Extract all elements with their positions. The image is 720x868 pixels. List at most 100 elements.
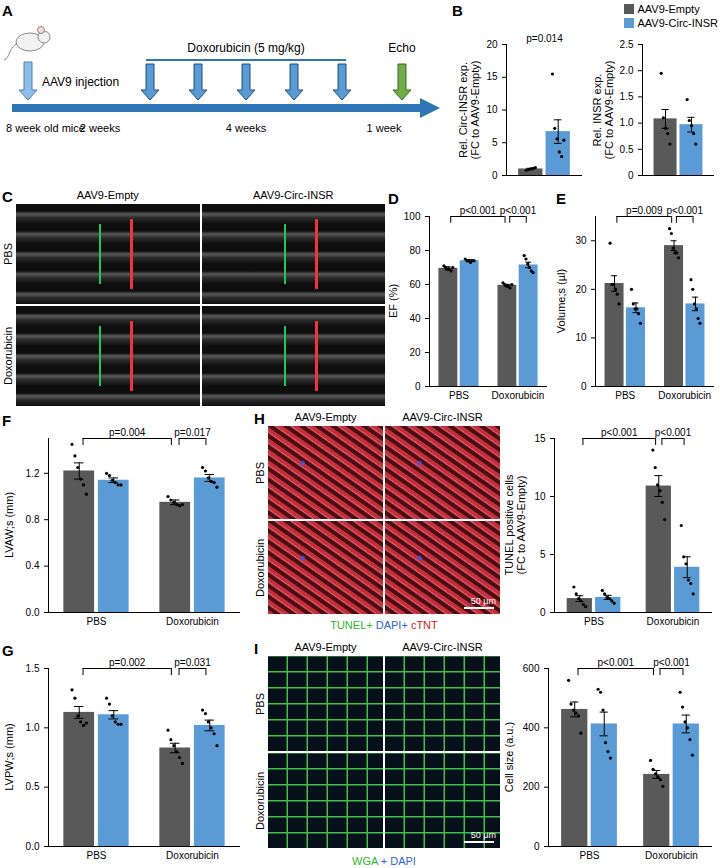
svg-text:PBS: PBS [615, 390, 635, 401]
html-text:PBS: PBS [254, 692, 266, 715]
svg-text:5: 5 [540, 549, 546, 560]
svg-text:p<0.001: p<0.001 [500, 205, 537, 216]
svg-text:Doxorubicin: Doxorubicin [166, 616, 219, 627]
svg-text:PBS: PBS [86, 616, 106, 627]
svg-text:p=0.002: p=0.002 [109, 657, 146, 668]
html-text:WGA + DAPI: WGA + DAPI [352, 855, 416, 867]
html-text:TUNEL positive cells (FC to AA: TUNEL positive cells (FC to AAV9-Empty) [503, 474, 527, 576]
svg-text:PBS: PBS [449, 390, 469, 401]
svg-text:p<0.001: p<0.001 [598, 657, 635, 668]
svg-text:Doxorubicin (5 mg/kg): Doxorubicin (5 mg/kg) [187, 41, 304, 55]
svg-text:0: 0 [628, 170, 634, 181]
svg-text:AAV9 injection: AAV9 injection [42, 75, 119, 89]
svg-text:200: 200 [523, 781, 540, 792]
svg-text:p=0.004: p=0.004 [109, 427, 146, 438]
html-text:Rel. Circ-INSR exp. (FC to AAV: Rel. Circ-INSR exp. (FC to AAV9-Empty) [457, 60, 481, 159]
html-text:Doxorubicin: Doxorubicin [254, 771, 266, 830]
html-text:Rel. INSR exp. (FC to AAV9-Emp: Rel. INSR exp. (FC to AAV9-Empty) [591, 60, 615, 159]
svg-text:600: 600 [523, 663, 540, 674]
svg-text:0: 0 [415, 381, 421, 392]
svg-text:Doxorubicin: Doxorubicin [166, 850, 219, 861]
html-text:H: H [254, 410, 265, 427]
svg-text:1.5: 1.5 [620, 91, 634, 102]
svg-text:p<0.001: p<0.001 [655, 427, 692, 438]
html-text:PBS: PBS [254, 461, 266, 484]
svg-text:20: 20 [575, 284, 587, 295]
html-text:B: B [452, 2, 463, 19]
html-text:AAV9-Empty: AAV9-Empty [637, 3, 700, 15]
html-text:G: G [2, 642, 14, 659]
svg-text:Doxorubicin: Doxorubicin [645, 850, 698, 861]
svg-text:4 weeks: 4 weeks [226, 122, 267, 134]
html-text:Volume;s (µl): Volume;s (µl) [555, 268, 567, 334]
svg-text:1.0: 1.0 [26, 722, 40, 733]
svg-text:2 weeks: 2 weeks [80, 122, 121, 134]
svg-text:PBS: PBS [86, 850, 106, 861]
svg-text:0: 0 [540, 607, 546, 618]
svg-text:p=0.031: p=0.031 [174, 657, 211, 668]
html-text:C: C [2, 188, 13, 205]
svg-text:1.5: 1.5 [26, 663, 40, 674]
svg-text:10: 10 [575, 332, 587, 343]
svg-text:40: 40 [409, 313, 421, 324]
svg-text:0.0: 0.0 [26, 607, 40, 618]
html-text:AAV9-Circ-INSR: AAV9-Circ-INSR [402, 641, 483, 653]
html-text:AAV9-Circ-INSR: AAV9-Circ-INSR [402, 411, 483, 423]
svg-text:p=0.014: p=0.014 [526, 33, 563, 44]
svg-text:0.0: 0.0 [26, 841, 40, 852]
svg-text:0.8: 0.8 [26, 514, 40, 525]
svg-text:PBS: PBS [579, 850, 599, 861]
svg-text:0.5: 0.5 [620, 144, 634, 155]
html-text:D: D [388, 190, 399, 207]
svg-text:80: 80 [409, 245, 421, 256]
svg-text:10: 10 [486, 104, 498, 115]
svg-text:1.2: 1.2 [26, 468, 40, 479]
html-text:A: A [2, 2, 13, 19]
html-text:AAV9-Empty: AAV9-Empty [294, 641, 357, 653]
html-text:LVPW;s (mm): LVPW;s (mm) [3, 723, 15, 791]
svg-text:100: 100 [404, 211, 421, 222]
svg-text:2.0: 2.0 [620, 65, 634, 76]
html-text:AAV9-Circ-INSR: AAV9-Circ-INSR [637, 17, 718, 29]
svg-text:Doxorubicin: Doxorubicin [658, 390, 711, 401]
svg-text:p<0.001: p<0.001 [653, 657, 690, 668]
svg-text:PBS: PBS [584, 616, 604, 627]
svg-text:10: 10 [534, 491, 546, 502]
svg-text:0.5: 0.5 [26, 781, 40, 792]
svg-text:20: 20 [409, 347, 421, 358]
svg-text:400: 400 [523, 722, 540, 733]
html-text:TUNEL+ DAPI+ cTNT: TUNEL+ DAPI+ cTNT [330, 619, 438, 631]
svg-text:Doxorubicin: Doxorubicin [647, 616, 700, 627]
svg-text:2.5: 2.5 [620, 39, 634, 50]
svg-text:15: 15 [534, 433, 546, 444]
svg-text:p<0.001: p<0.001 [460, 205, 497, 216]
svg-text:p=0.009: p=0.009 [626, 205, 663, 216]
html-text:Doxorubicin: Doxorubicin [254, 538, 266, 597]
svg-text:60: 60 [409, 279, 421, 290]
svg-text:8 week old mice: 8 week old mice [6, 122, 85, 134]
html-text:AAV9-Empty: AAV9-Empty [294, 411, 357, 423]
svg-text:0: 0 [534, 841, 540, 852]
html-text:EF (%): EF (%) [387, 283, 399, 319]
svg-text:p<0.001: p<0.001 [667, 205, 704, 216]
html-text:Doxorubicin: Doxorubicin [2, 327, 14, 385]
svg-text:p=0.017: p=0.017 [174, 427, 211, 438]
html-text:AAV9-Empty: AAV9-Empty [76, 189, 139, 201]
svg-text:30: 30 [575, 235, 587, 246]
html-text:E: E [556, 190, 566, 207]
svg-text:1.0: 1.0 [620, 117, 634, 128]
svg-text:20: 20 [486, 39, 498, 50]
html-text:LVAW;s (mm): LVAW;s (mm) [3, 491, 15, 559]
html-text:AAV9-Circ-INSR: AAV9-Circ-INSR [253, 189, 334, 201]
svg-text:5: 5 [492, 137, 498, 148]
svg-text:0.4: 0.4 [26, 560, 40, 571]
html-text:PBS: PBS [2, 243, 14, 265]
svg-text:0: 0 [581, 381, 587, 392]
svg-text:Doxorubicin: Doxorubicin [492, 390, 545, 401]
svg-text:0: 0 [492, 170, 498, 181]
html-text:Cell size (a.u.): Cell size (a.u.) [503, 721, 515, 793]
svg-text:Echo: Echo [388, 41, 416, 55]
svg-text:15: 15 [486, 71, 498, 82]
svg-text:p<0.001: p<0.001 [601, 427, 638, 438]
svg-text:1 week: 1 week [367, 122, 402, 134]
